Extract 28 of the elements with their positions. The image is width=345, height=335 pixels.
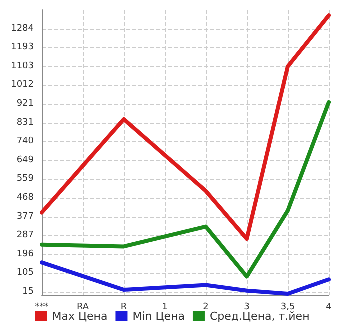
y-tick-label: 1012 <box>11 80 34 90</box>
legend-label: Сред.Цена, т.йен <box>210 310 310 323</box>
legend-label: Min Цена <box>132 310 185 323</box>
line-series <box>40 14 331 242</box>
x-tick-label: 3 <box>244 302 250 312</box>
y-tick-label: 1284 <box>11 24 34 34</box>
x-tick-label: *** <box>35 302 50 312</box>
y-tick-label: 649 <box>16 155 34 166</box>
y-tick-label: 1103 <box>11 61 34 72</box>
y-tick-label: 196 <box>16 249 34 260</box>
y-tick-label: 287 <box>16 230 34 241</box>
y-tick-label: 1193 <box>11 42 34 53</box>
y-tick-label: 105 <box>16 268 34 278</box>
x-tick-label: RA <box>76 302 90 312</box>
y-tick-label: 740 <box>16 136 34 147</box>
y-tick-label: 15 <box>22 286 34 297</box>
line-series <box>40 100 331 279</box>
y-tick-label: 831 <box>16 118 34 128</box>
x-tick-label: R <box>120 302 128 312</box>
y-tick-label: 921 <box>16 99 34 110</box>
x-tick-label: 1 <box>162 302 168 312</box>
x-tick-label: 3,5 <box>280 302 296 312</box>
x-tick-label: 4 <box>326 302 332 312</box>
y-tick-label: 468 <box>16 192 34 203</box>
y-tick-label: 377 <box>16 212 34 222</box>
y-tick-label: 559 <box>16 174 34 184</box>
x-tick-label: 2 <box>203 302 209 312</box>
legend-label: Max Цена <box>52 310 108 323</box>
